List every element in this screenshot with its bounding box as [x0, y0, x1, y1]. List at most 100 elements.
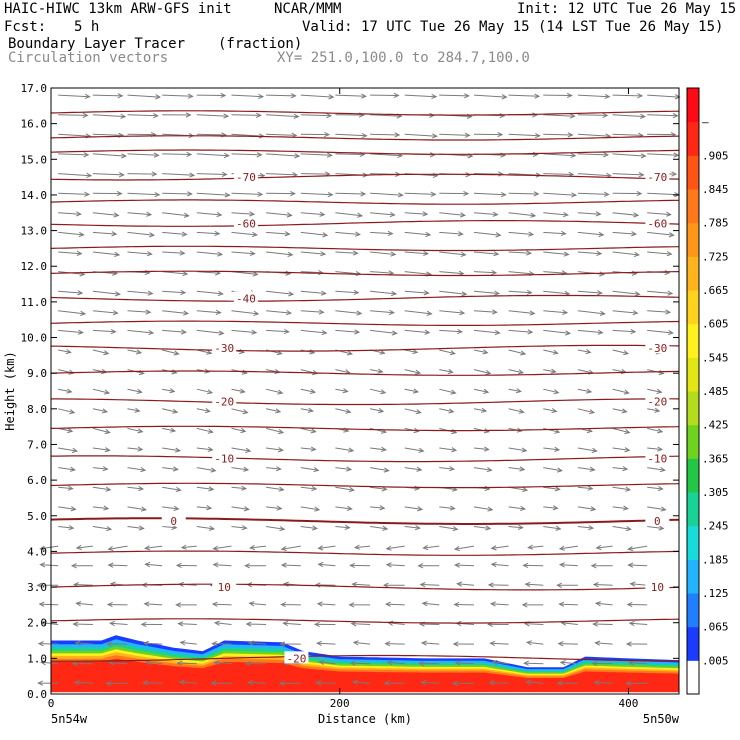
wind-vector	[577, 133, 611, 137]
x-tick-label: 200	[330, 697, 350, 710]
wind-vector-head	[317, 545, 324, 551]
wind-vector-head	[588, 525, 595, 531]
wind-vector-head	[352, 250, 359, 256]
wind-vector-head	[117, 93, 124, 99]
wind-vector-head	[491, 309, 498, 315]
wind-vector-head	[520, 505, 527, 511]
wind-vector-head	[77, 329, 84, 335]
wind-vector-head	[247, 679, 253, 686]
wind-vector-head	[591, 660, 598, 667]
wind-vector-head	[532, 112, 539, 118]
wind-vector	[473, 526, 491, 529]
wind-vector	[404, 133, 437, 137]
wind-vector-head	[380, 389, 387, 395]
wind-vector-head	[597, 290, 603, 296]
wind-vector	[162, 506, 179, 510]
wind-vector-head	[354, 329, 361, 335]
wind-vector	[266, 231, 290, 235]
wind-vector	[559, 545, 578, 550]
wind-vector	[528, 545, 544, 549]
wind-vector	[370, 290, 397, 295]
wind-vector	[335, 94, 366, 97]
wind-vector-head	[84, 93, 91, 100]
wind-vector	[283, 622, 301, 625]
wind-vector	[370, 310, 394, 314]
wind-vector-head	[217, 290, 224, 297]
isotherm-line-minor	[50, 149, 680, 155]
y-tick-label: 10.0	[21, 332, 48, 345]
wind-vector-head	[464, 132, 471, 138]
wind-vector-head	[571, 192, 578, 198]
wind-vector-head	[183, 310, 190, 316]
wind-vector	[300, 506, 320, 511]
wind-vector-head	[175, 486, 182, 493]
wind-vector-head	[588, 409, 596, 415]
wind-vector	[508, 212, 536, 217]
wind-vector-head	[249, 250, 256, 256]
wind-vector	[439, 369, 453, 373]
wind-vector-head	[556, 680, 563, 686]
wind-vector	[612, 427, 630, 434]
wind-vector	[58, 506, 76, 510]
wind-vector-head	[70, 506, 77, 512]
colorbar-swatch	[687, 492, 699, 527]
wind-vector	[473, 231, 501, 236]
wind-vector	[58, 349, 71, 353]
wind-vector	[612, 173, 644, 176]
isotherm-line-minor	[50, 320, 680, 326]
wind-vector-head	[487, 506, 494, 512]
wind-vector-head	[215, 309, 222, 315]
wind-vector	[92, 212, 119, 216]
wind-vector	[300, 447, 316, 450]
wind-vector-head	[346, 505, 353, 511]
wind-vector-head	[640, 153, 647, 159]
wind-vector	[404, 447, 424, 452]
wind-vector	[420, 584, 440, 586]
wind-vector-head	[103, 350, 110, 356]
wind-vector-head	[351, 581, 358, 588]
wind-vector-head	[252, 271, 259, 277]
wind-vector	[612, 506, 628, 510]
wind-vector	[492, 661, 509, 665]
wind-vector	[266, 486, 284, 491]
y-tick-label: 0.0	[27, 688, 47, 701]
wind-vector-head	[189, 172, 196, 178]
wind-vector-head	[671, 171, 678, 177]
wind-vector	[212, 643, 232, 645]
wind-vector	[647, 427, 663, 433]
wind-vector-head	[481, 407, 488, 413]
wind-vector	[196, 251, 223, 255]
wind-vector	[146, 661, 163, 665]
wind-vector	[508, 192, 539, 195]
wind-vector-head	[105, 680, 112, 687]
wind-vector-head	[154, 191, 161, 198]
wind-vector-head	[142, 680, 149, 686]
wind-vector-head	[221, 171, 228, 177]
wind-vector-head	[557, 641, 564, 647]
wind-vector	[39, 603, 59, 606]
wind-vector	[543, 153, 576, 157]
wind-vector	[647, 447, 662, 450]
isotherm-line-minor	[50, 110, 680, 116]
wind-vector-head	[385, 601, 391, 607]
isotherm-line	[51, 398, 680, 406]
wind-vector	[162, 94, 193, 97]
wind-vector	[92, 310, 118, 314]
model-title: HAIC-HIWC 13km ARW-GFS init	[4, 1, 232, 17]
wind-vector	[300, 310, 324, 313]
wind-vector	[473, 447, 489, 450]
wind-vector-head	[414, 525, 421, 531]
wind-vector	[246, 623, 267, 625]
wind-vector-head	[327, 191, 334, 198]
wind-vector	[473, 173, 503, 175]
wind-vector-head	[634, 291, 641, 297]
wind-vector	[266, 329, 289, 333]
wind-vector-head	[621, 408, 628, 414]
y-tick-label: 5.0	[27, 510, 47, 523]
wind-vector-head	[558, 601, 565, 607]
wind-vector-head	[208, 525, 216, 531]
wind-vector-head	[213, 660, 220, 666]
wind-vector-head	[153, 113, 159, 119]
wind-vector-head	[528, 231, 535, 237]
isotherm-line-minor	[50, 270, 680, 277]
